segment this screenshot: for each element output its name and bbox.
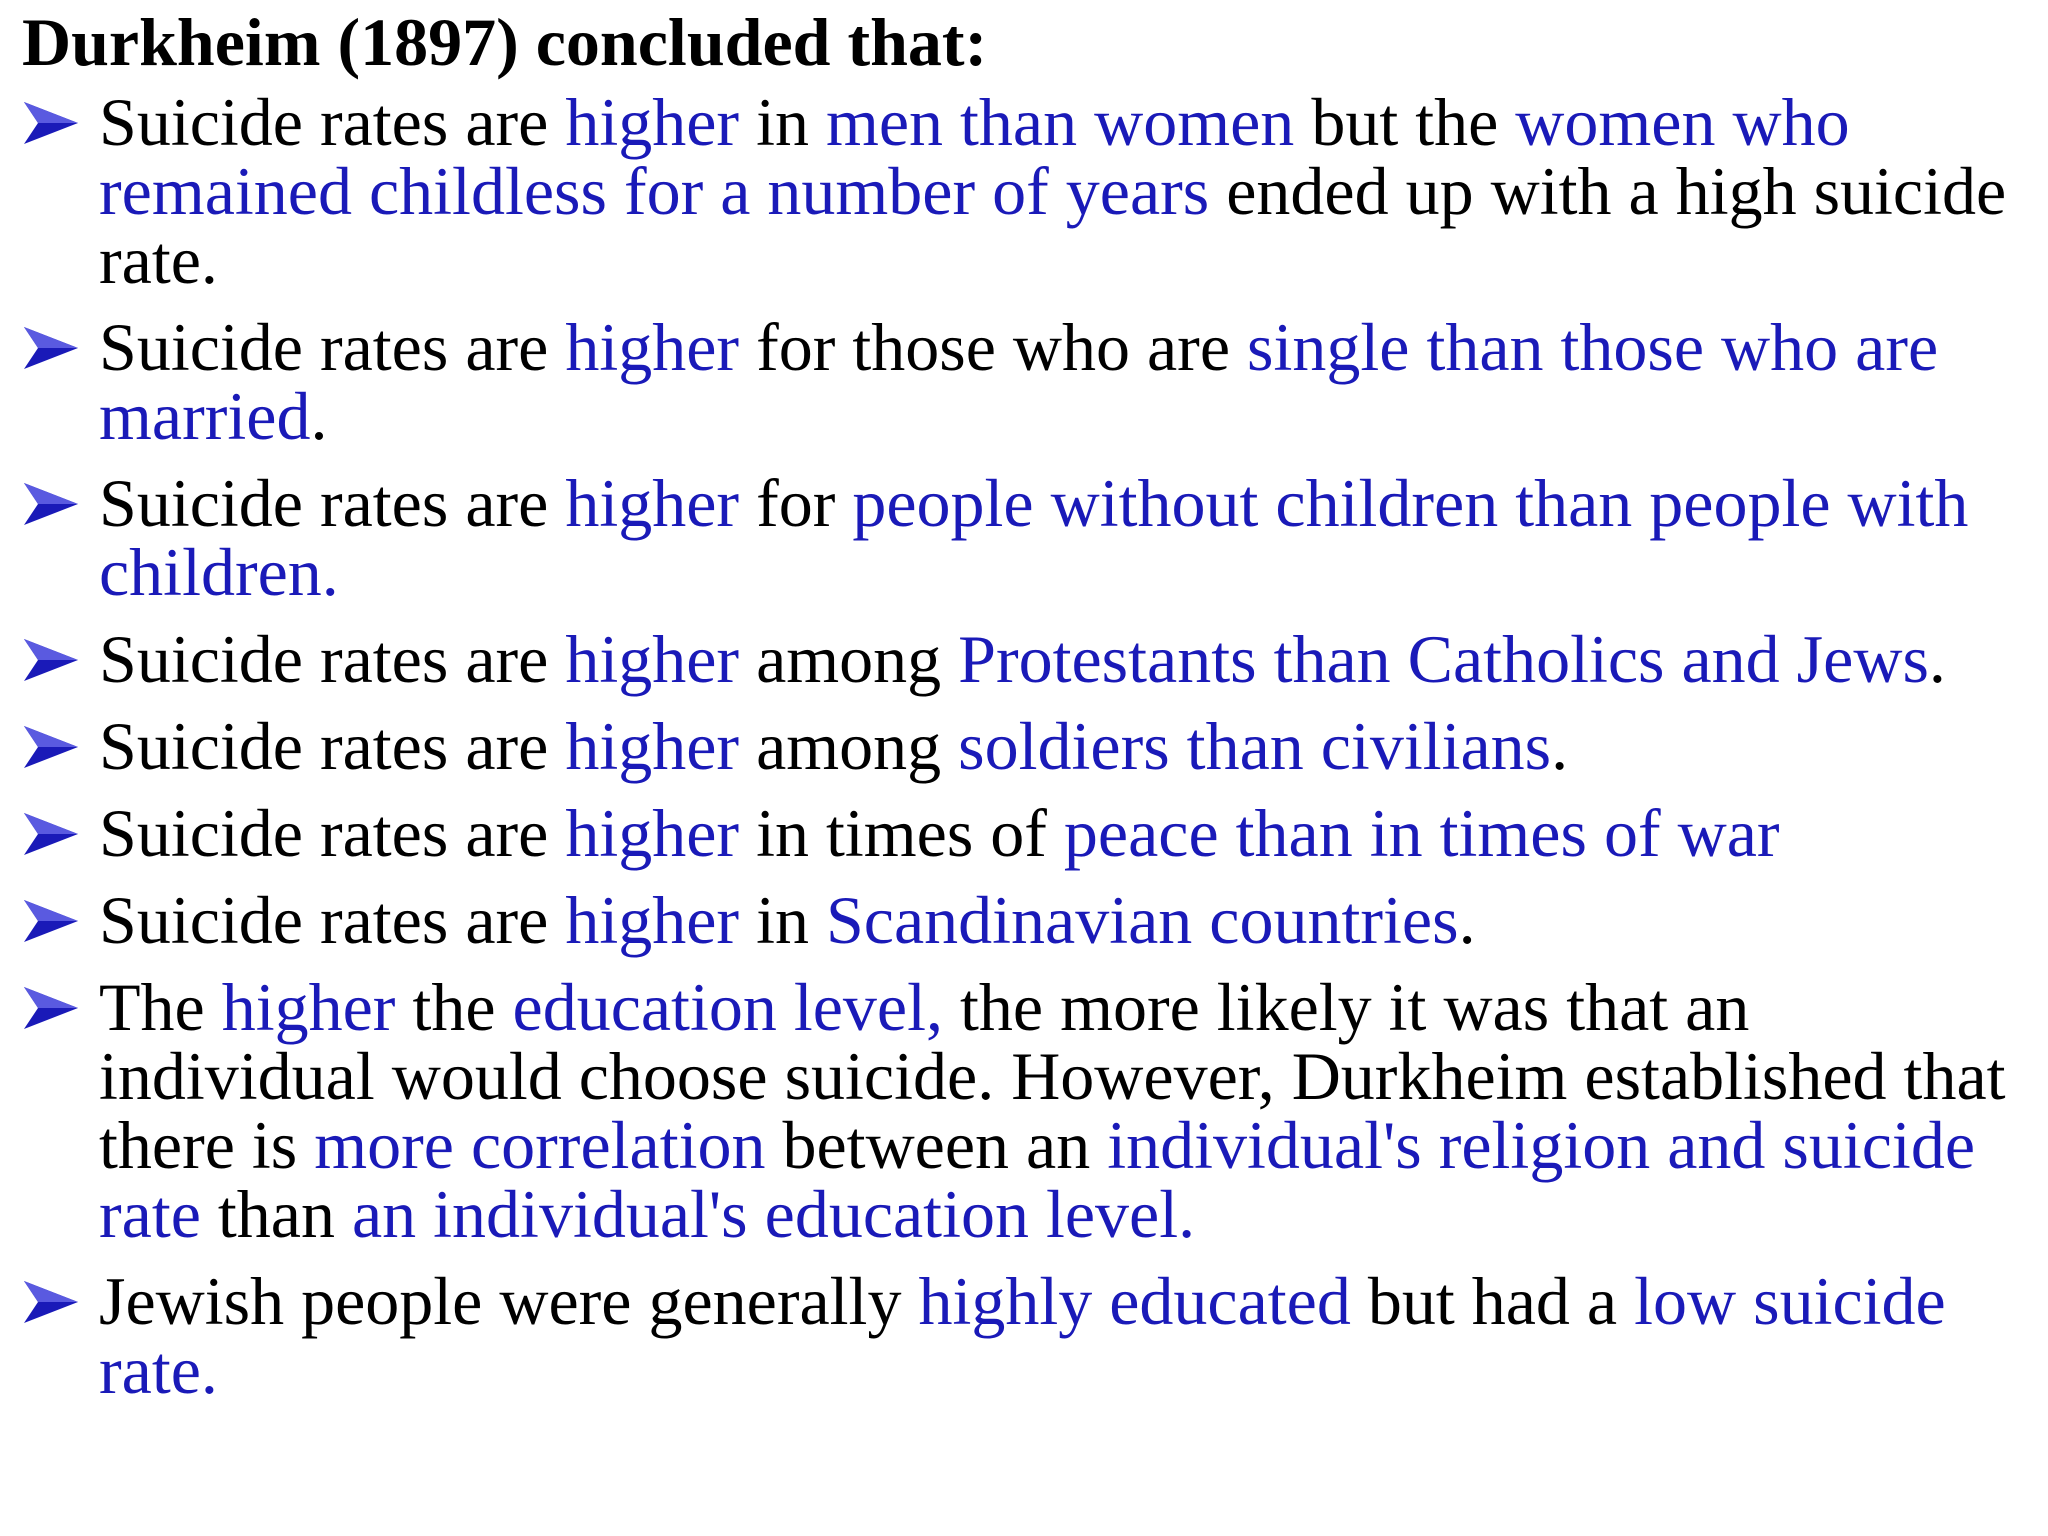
arrowhead-bullet-icon	[24, 813, 78, 855]
body-text: The	[99, 969, 222, 1045]
body-text: in times of	[739, 795, 1064, 871]
bullet-item: Suicide rates are higher in Scandinavian…	[22, 886, 2030, 955]
body-text: .	[1458, 882, 1476, 958]
highlighted-text: single than those who are married	[99, 309, 1939, 454]
body-text: .	[310, 378, 328, 454]
highlighted-text: higher	[565, 708, 740, 784]
bullet-item: Suicide rates are higher among soldiers …	[22, 712, 2030, 781]
body-text: than	[200, 1176, 352, 1252]
bullet-item: The higher the education level, the more…	[22, 973, 2030, 1249]
highlighted-text: peace than in times of war	[1063, 795, 1780, 871]
bullet-item: Suicide rates are higher in men than wom…	[22, 88, 2030, 295]
highlighted-text: an individual's education level.	[351, 1176, 1196, 1252]
body-text: Suicide rates are	[99, 795, 566, 871]
highlighted-text: higher	[565, 309, 740, 385]
body-text: for	[739, 465, 853, 541]
highlighted-text: Protestants than Catholics and Jews	[958, 621, 1929, 697]
bullet-item: Suicide rates are higher among Protestan…	[22, 625, 2030, 694]
arrowhead-bullet-icon	[24, 1281, 78, 1323]
body-text: the more likely it was that an individua…	[99, 969, 2006, 1183]
body-text: Suicide rates are	[99, 708, 566, 784]
body-text: among	[739, 621, 959, 697]
body-text: .	[1928, 621, 1946, 697]
highlighted-text: individual's religion and suicide rate	[99, 1107, 1975, 1252]
body-text: Suicide rates are	[99, 84, 566, 160]
body-text: in	[739, 84, 826, 160]
bullet-item: Suicide rates are higher for those who a…	[22, 313, 2030, 451]
highlighted-text: higher	[565, 84, 740, 160]
body-text: but had a	[1350, 1263, 1635, 1339]
highlighted-text: higher	[565, 882, 740, 958]
body-text: for those who are	[739, 309, 1248, 385]
body-text: Suicide rates are	[99, 621, 566, 697]
highlighted-text: more correlation	[314, 1107, 766, 1183]
slide-title: Durkheim (1897) concluded that:	[22, 4, 988, 80]
body-text: Suicide rates are	[99, 882, 566, 958]
highlighted-text: low suicide rate.	[99, 1263, 1946, 1408]
arrowhead-bullet-icon	[24, 726, 78, 768]
bullet-list: Suicide rates are higher in men than wom…	[22, 88, 2030, 1405]
body-text: ended up with a high suicide rate.	[99, 153, 2007, 298]
body-text: among	[739, 708, 959, 784]
arrowhead-bullet-icon	[24, 102, 78, 144]
arrowhead-bullet-icon	[24, 987, 78, 1029]
highlighted-text: women who remained childless for a numbe…	[99, 84, 1850, 229]
arrowhead-bullet-icon	[24, 639, 78, 681]
highlighted-text: education level,	[512, 969, 943, 1045]
body-text: Suicide rates are	[99, 465, 566, 541]
body-text: Suicide rates are	[99, 309, 566, 385]
highlighted-text: highly educated	[918, 1263, 1351, 1339]
body-text: between an	[765, 1107, 1108, 1183]
highlighted-text: higher	[565, 795, 740, 871]
arrowhead-bullet-icon	[24, 483, 78, 525]
bullet-item: Suicide rates are higher in times of pea…	[22, 799, 2030, 868]
body-text: .	[1551, 708, 1569, 784]
body-text: the	[395, 969, 513, 1045]
highlighted-text: higher	[221, 969, 396, 1045]
highlighted-text: higher	[565, 621, 740, 697]
arrowhead-bullet-icon	[24, 900, 78, 942]
bullet-item: Jewish people were generally highly educ…	[22, 1267, 2030, 1405]
highlighted-text: Scandinavian countries	[825, 882, 1459, 958]
highlighted-text: people without children than people with…	[99, 465, 1969, 610]
highlighted-text: men than women	[825, 84, 1295, 160]
bullet-item: Suicide rates are higher for people with…	[22, 469, 2030, 607]
body-text: but the	[1294, 84, 1516, 160]
body-text: in	[739, 882, 826, 958]
arrowhead-bullet-icon	[24, 327, 78, 369]
highlighted-text: soldiers than civilians	[958, 708, 1552, 784]
highlighted-text: higher	[565, 465, 740, 541]
body-text: Jewish people were generally	[99, 1263, 919, 1339]
